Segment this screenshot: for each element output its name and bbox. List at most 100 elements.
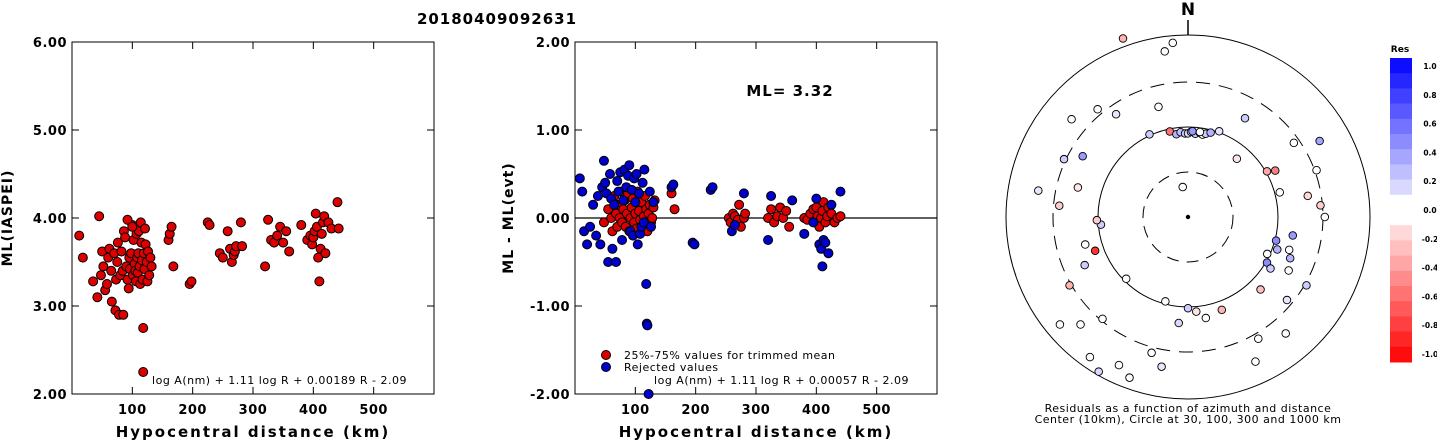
polar-station-point — [1078, 151, 1087, 161]
chart1-series0-point — [204, 220, 215, 231]
polar-station-point — [1114, 360, 1124, 370]
polar-station-point — [1266, 264, 1275, 273]
azimuth-distance-residual-map: N Residuals as a function of azimuth and… — [1005, 0, 1371, 426]
polar-station-point — [1320, 212, 1330, 222]
polar-station-point — [1093, 105, 1102, 114]
colorbar-label: -1.0 — [1422, 350, 1437, 359]
polar-station-point — [1073, 183, 1083, 192]
colorbar-label: 0.6 — [1423, 120, 1436, 129]
colorbar-label: 1.0 — [1423, 62, 1436, 71]
polar-caption-line2: Center (10km), Circle at 30, 100, 300 an… — [1035, 413, 1342, 426]
chart1-series0-point — [260, 261, 271, 272]
event-id-title: 20180409092631 — [417, 10, 577, 28]
chart1-y-tick-label: 2.00 — [33, 388, 67, 403]
colorbar-label: -0.2 — [1422, 235, 1437, 244]
polar-station-point — [1285, 254, 1295, 263]
chart2-series1-point — [631, 169, 642, 179]
chart1-x-tick-label: 200 — [178, 403, 207, 418]
chart2-series1-point — [624, 160, 635, 171]
chart1-y-tick-label: 3.00 — [33, 300, 67, 315]
chart2-series1-point — [639, 164, 650, 175]
chart1-series0-point — [296, 220, 307, 231]
chart1-x-tick-label: 100 — [118, 403, 147, 418]
colorbar-cell — [1390, 240, 1412, 257]
chart2-series1-point — [668, 179, 679, 190]
chart1-series0-point — [272, 230, 283, 241]
chart1-series0-point — [140, 223, 151, 234]
polar-station-point — [1214, 127, 1224, 136]
chart2-series1-point — [644, 186, 655, 197]
polar-station-point — [1121, 274, 1131, 284]
polar-station-point — [1098, 314, 1107, 324]
polar-station-point — [1145, 130, 1154, 139]
chart2-series1-point — [617, 235, 628, 245]
chart1-y-ticks: 2.00 3.00 4.00 5.00 6.00 — [33, 36, 434, 403]
ml-vs-distance-chart: 2.00 3.00 4.00 5.00 6.00 100 200 300 400 500 Hyp… — [0, 36, 435, 441]
chart1-series0-point — [122, 214, 133, 225]
chart1-series0-point — [222, 226, 233, 237]
chart1-series0-point — [92, 292, 103, 303]
chart1-series0-point — [94, 211, 105, 222]
chart1-series0-point — [333, 223, 344, 234]
chart1-series0-point — [168, 261, 179, 272]
ring-30km — [1142, 171, 1234, 263]
chart2-series1-point — [633, 188, 644, 199]
polar-station-point — [1201, 313, 1211, 323]
polar-station-point — [1303, 191, 1313, 201]
chart1-series0-point — [237, 241, 248, 252]
chart1-series0-point — [88, 276, 99, 287]
colorbar-cell — [1390, 73, 1412, 89]
chart2-series1-point — [820, 237, 831, 248]
polar-station-point — [1034, 186, 1043, 195]
colorbar-cell — [1390, 270, 1412, 287]
colorbar-cell — [1390, 164, 1412, 181]
chart2-y-ticks: -2.00 -1.00 0.00 1.00 2.00 — [530, 36, 937, 403]
chart1-series0-point — [123, 283, 134, 294]
polar-caption-line1: Residuals as a function of azimuth and d… — [1045, 402, 1332, 415]
chart2-points — [574, 155, 846, 399]
chart1-x-axis-label: Hypocentral distance (km) — [116, 423, 391, 441]
chart2-series1-point — [811, 193, 822, 204]
chart2-series1-point — [611, 257, 622, 267]
polar-station-point — [1118, 34, 1128, 43]
chart2-series1-point — [738, 188, 749, 199]
polar-points — [1034, 34, 1330, 382]
polar-station-point — [1154, 102, 1163, 112]
chart1-y-tick-label: 6.00 — [33, 36, 67, 51]
polar-station-point — [1206, 128, 1215, 137]
colorbar-label: -0.6 — [1422, 292, 1437, 301]
chart1-series0-point — [112, 257, 123, 267]
legend-label-rejected: Rejected values — [624, 361, 719, 374]
chart1-x-tick-label: 400 — [299, 403, 328, 418]
polar-station-point — [1090, 246, 1100, 256]
polar-station-point — [1288, 231, 1298, 240]
polar-station-point — [1302, 281, 1311, 290]
residual-colorbar: Res 1.0 0.8 0.6 0.4 0.2 0.0 -0.2 -0.4 -0.6 -0.8 -1… — [1390, 45, 1437, 363]
polar-station-point — [1282, 295, 1292, 305]
polar-station-point — [1289, 138, 1299, 148]
chart1-series0-point — [235, 217, 246, 228]
polar-station-point — [1178, 182, 1187, 192]
chart1-points — [74, 197, 344, 377]
chart2-series0-point — [734, 199, 745, 210]
chart2-series1-point — [588, 199, 599, 210]
colorbar-labels: 1.0 0.8 0.6 0.4 0.2 0.0 -0.2 -0.4 -0.6 -0.8 -1.0 — [1422, 62, 1437, 359]
chart1-series0-point — [106, 296, 117, 307]
chart1-series0-point — [144, 270, 155, 281]
chart2-x-axis-label: Hypocentral distance (km) — [619, 423, 894, 441]
chart2-series1-point — [598, 155, 609, 166]
chart2-x-ticks: 100 200 300 400 500 — [621, 42, 890, 418]
chart1-series0-point — [166, 221, 177, 232]
chart1-series0-point — [138, 323, 149, 333]
colorbar-cell — [1390, 58, 1412, 74]
chart2-ml-annotation: ML= 3.32 — [746, 82, 833, 100]
epicenter-dot — [1185, 214, 1191, 220]
polar-station-point — [1067, 115, 1076, 124]
colorbar-cell — [1390, 88, 1412, 105]
polar-station-point — [1275, 188, 1285, 197]
chart1-series0-point — [95, 270, 106, 281]
polar-station-point — [1254, 334, 1263, 344]
chart2-series1-point — [766, 191, 777, 201]
chart1-series0-point — [332, 197, 343, 208]
